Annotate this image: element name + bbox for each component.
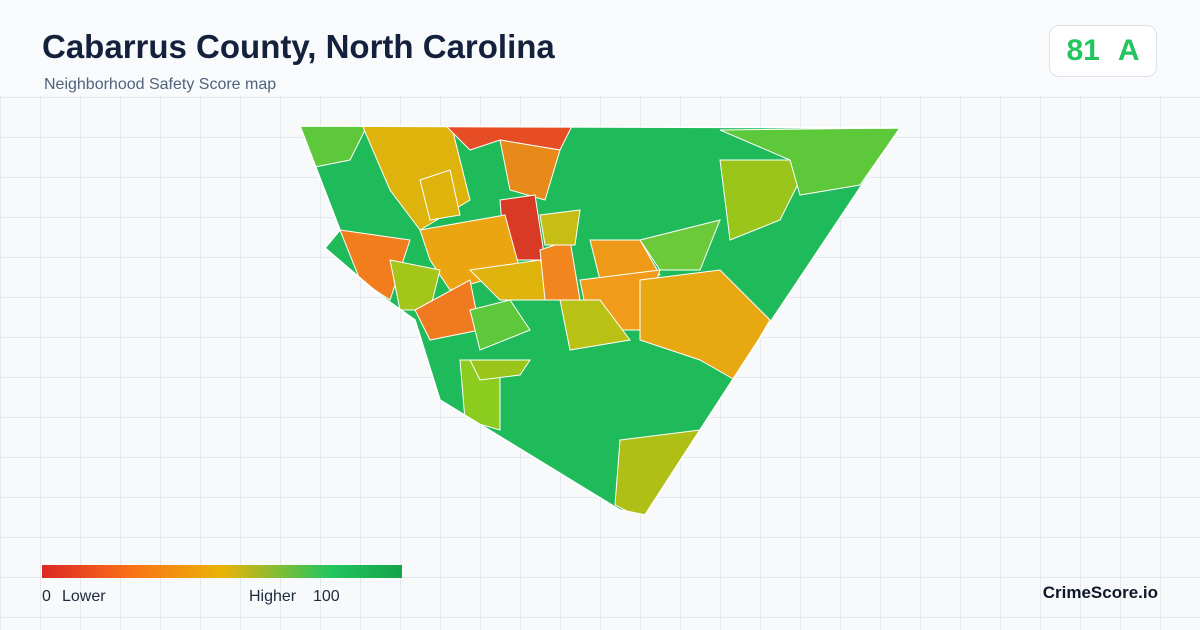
legend-max-label: Higher [249, 588, 297, 605]
score-badge: 81 A [1049, 25, 1157, 77]
legend-min: 0 [42, 588, 51, 605]
score: 81 [1066, 34, 1100, 67]
legend-min-label: Lower [62, 588, 106, 605]
legend-max: 100 [313, 588, 340, 605]
legend-gradient [42, 565, 402, 578]
grade: A [1117, 34, 1140, 67]
neighborhoods [300, 126, 900, 515]
brand: CrimeScore.io [1042, 583, 1158, 602]
subtitle: Neighborhood Safety Score map [44, 76, 277, 93]
county-outline [298, 125, 902, 516]
header: Cabarrus County, North Carolina Neighbor… [0, 0, 1200, 96]
title: Cabarrus County, North Carolina [42, 28, 555, 65]
